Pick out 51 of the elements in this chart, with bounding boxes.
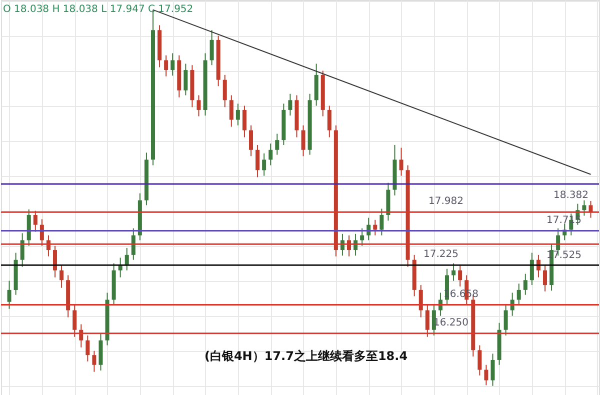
candlestick [399, 147, 404, 176]
candlestick [164, 54, 168, 77]
candlestick [60, 264, 64, 288]
candlestick [490, 353, 495, 386]
candlestick [275, 133, 280, 156]
candlestick [478, 344, 482, 376]
candlestick [20, 232, 24, 268]
candlestick [543, 264, 547, 292]
candlestick [86, 334, 90, 362]
candlestick [418, 284, 423, 318]
candlestick [242, 105, 246, 138]
candlestick [72, 304, 77, 338]
candlestick [33, 210, 38, 232]
candlestick [124, 247, 129, 271]
candlestick [588, 200, 593, 218]
candlestick [256, 144, 260, 178]
candlestick [582, 200, 586, 216]
candlestick [516, 283, 521, 306]
candlestick [53, 245, 57, 278]
candlestick [196, 94, 201, 117]
candlestick [373, 219, 378, 236]
candlestick [530, 252, 534, 286]
candlestick [425, 304, 430, 338]
candlestick [458, 264, 462, 287]
ref-line-label: 17.982 [428, 196, 464, 208]
annotation: (白银4H）17.7之上继续看多至18.4 [204, 349, 408, 363]
candlestick [523, 273, 528, 296]
candlestick [452, 262, 456, 282]
candlestick [184, 63, 188, 96]
candlestick [301, 124, 306, 157]
candlestick [288, 93, 292, 116]
candlestick [229, 94, 234, 128]
ref-line-label: 17.225 [424, 249, 458, 260]
candlestick [380, 208, 384, 236]
candlestick [268, 143, 273, 166]
ref-line-label: 18.382 [554, 190, 588, 202]
candlestick [432, 303, 436, 336]
candlestick [170, 52, 175, 76]
candlestick [131, 228, 136, 260]
candlestick [327, 105, 332, 138]
candlestick [210, 30, 214, 66]
candlestick [7, 280, 12, 310]
candlestick [484, 364, 488, 386]
candlestick [360, 228, 364, 246]
candlestick [504, 303, 508, 336]
annotation: O 18.038 H 18.038 L 17.947 C 17.952 [3, 4, 194, 15]
candlestick [249, 124, 253, 157]
candlestick [262, 152, 266, 176]
candlestick [92, 350, 96, 372]
candlestick [236, 103, 240, 126]
candlestick [222, 74, 227, 108]
